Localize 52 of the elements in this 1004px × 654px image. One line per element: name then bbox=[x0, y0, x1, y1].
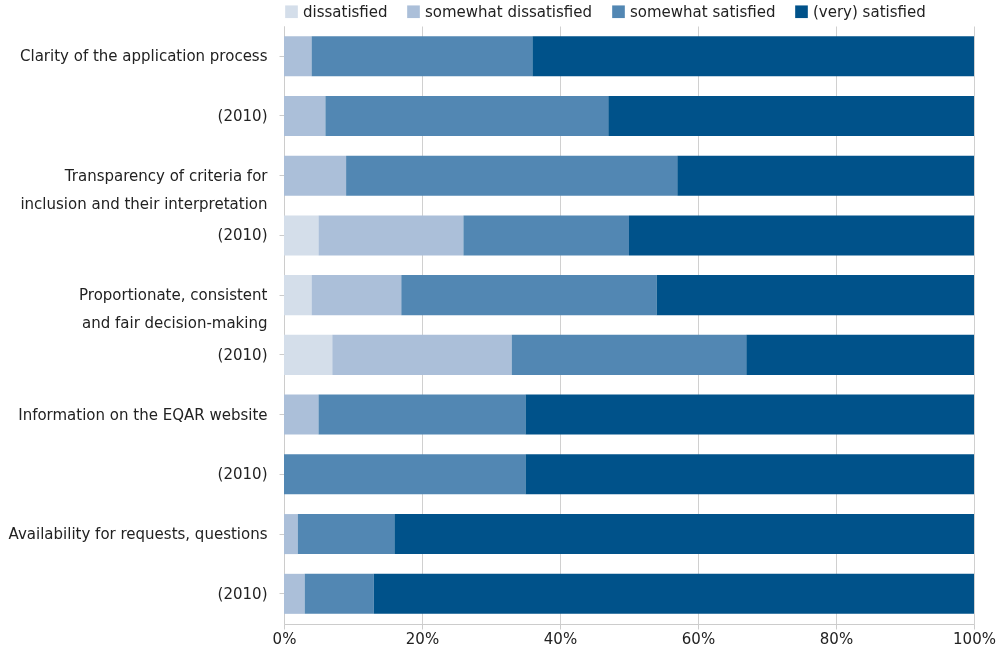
bar bbox=[677, 155, 974, 196]
x-tick-label: 0% bbox=[272, 629, 297, 648]
bar bbox=[525, 394, 974, 435]
bar bbox=[284, 334, 333, 375]
bar bbox=[284, 95, 326, 136]
legend-label: somewhat satisfied bbox=[630, 2, 776, 21]
bar bbox=[346, 155, 678, 196]
x-tick-label: 20% bbox=[405, 629, 440, 648]
bar bbox=[284, 514, 298, 555]
bar bbox=[325, 95, 609, 136]
y-tick-label: (2010) bbox=[217, 226, 268, 245]
legend-label: dissatisfied bbox=[303, 2, 388, 21]
bar bbox=[525, 454, 974, 495]
bar bbox=[297, 514, 395, 555]
y-tick-label: Clarity of the application process bbox=[20, 47, 268, 66]
bar bbox=[311, 36, 533, 77]
y-tick-label: Proportionate, consistent and fair decision-making bbox=[79, 286, 268, 333]
bar bbox=[284, 36, 312, 77]
y-tick-label: (2010) bbox=[217, 106, 268, 125]
bar bbox=[656, 275, 974, 316]
y-tick-label: (2010) bbox=[217, 465, 268, 484]
y-tick-label: Transparency of criteria for inclusion and their interpretation bbox=[20, 166, 269, 213]
y-tick-label: Information on the EQAR website bbox=[18, 405, 268, 424]
y-tick-label: (2010) bbox=[217, 584, 268, 603]
x-tick-label: 100% bbox=[953, 629, 996, 648]
bar bbox=[318, 394, 526, 435]
x-tick-label: 60% bbox=[681, 629, 716, 648]
bar bbox=[284, 155, 347, 196]
bar bbox=[304, 573, 374, 614]
bar bbox=[318, 215, 464, 256]
x-tick-label: 40% bbox=[543, 629, 578, 648]
bar bbox=[284, 454, 526, 495]
bar bbox=[284, 215, 319, 256]
legend-label: somewhat dissatisfied bbox=[425, 2, 593, 21]
bar bbox=[284, 275, 312, 316]
y-tick-label: (2010) bbox=[217, 345, 268, 364]
bar bbox=[608, 95, 974, 136]
bar bbox=[629, 215, 974, 256]
bar bbox=[401, 275, 657, 316]
bar bbox=[511, 334, 747, 375]
bar bbox=[311, 275, 402, 316]
bar bbox=[463, 215, 629, 256]
bar bbox=[332, 334, 512, 375]
bar bbox=[746, 334, 974, 375]
y-tick-label: Availability for requests, questions bbox=[8, 525, 268, 544]
x-tick-label: 80% bbox=[819, 629, 854, 648]
bar bbox=[532, 36, 974, 77]
bar bbox=[284, 394, 319, 435]
bar bbox=[373, 573, 974, 614]
bar bbox=[394, 514, 974, 555]
bar bbox=[284, 573, 305, 614]
legend-label: (very) satisfied bbox=[813, 2, 926, 21]
